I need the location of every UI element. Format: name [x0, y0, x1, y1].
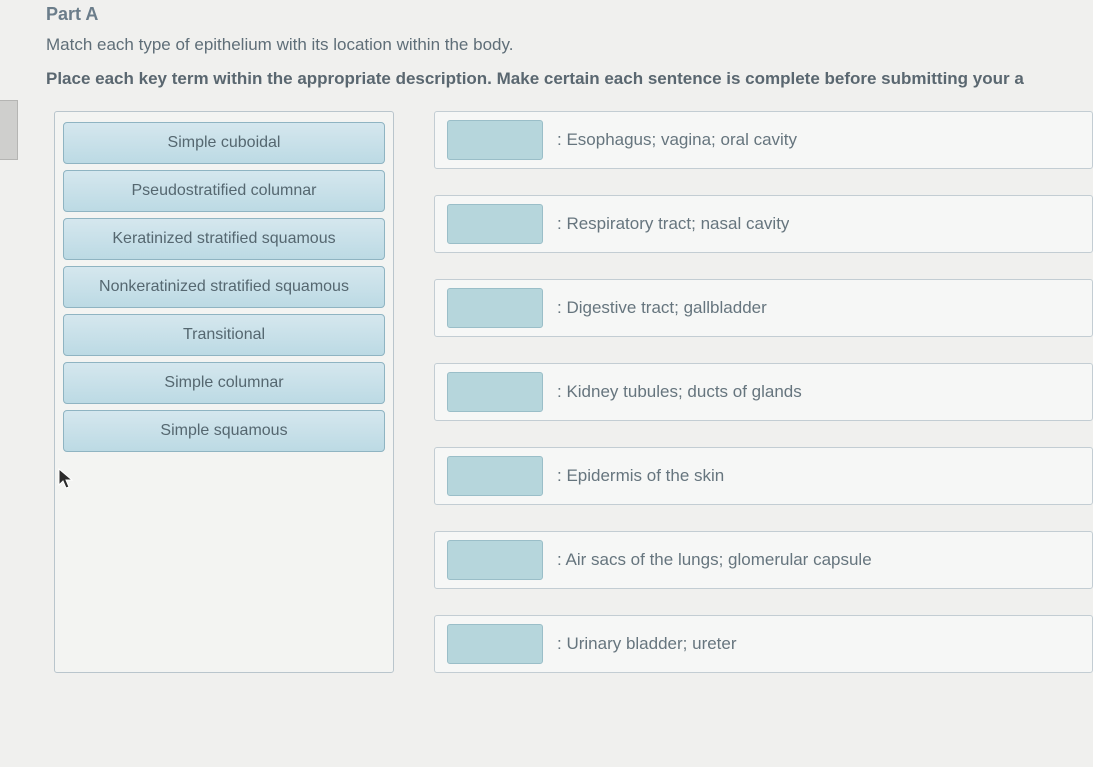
target-row-respiratory: : Respiratory tract; nasal cavity	[434, 195, 1093, 253]
drop-slot[interactable]	[447, 120, 543, 160]
term-simple-cuboidal[interactable]: Simple cuboidal	[63, 122, 385, 164]
exercise-instruction: Place each key term within the appropria…	[24, 69, 1093, 111]
drop-slot[interactable]	[447, 456, 543, 496]
target-text: : Digestive tract; gallbladder	[557, 298, 767, 318]
drop-slot[interactable]	[447, 204, 543, 244]
page-edge-decor	[0, 100, 18, 160]
exercise-page: Part A Match each type of epithelium wit…	[0, 0, 1093, 767]
target-text: : Esophagus; vagina; oral cavity	[557, 130, 797, 150]
exercise-subtitle: Match each type of epithelium with its l…	[24, 35, 1093, 69]
target-text: : Epidermis of the skin	[557, 466, 724, 486]
target-row-airsacs: : Air sacs of the lungs; glomerular caps…	[434, 531, 1093, 589]
part-heading: Part A	[24, 0, 1093, 35]
matching-columns: Simple cuboidal Pseudostratified columna…	[24, 111, 1093, 673]
terms-bank: Simple cuboidal Pseudostratified columna…	[54, 111, 394, 673]
term-transitional[interactable]: Transitional	[63, 314, 385, 356]
target-text: : Kidney tubules; ducts of glands	[557, 382, 802, 402]
target-row-kidney: : Kidney tubules; ducts of glands	[434, 363, 1093, 421]
target-row-esophagus: : Esophagus; vagina; oral cavity	[434, 111, 1093, 169]
target-text: : Respiratory tract; nasal cavity	[557, 214, 789, 234]
term-nonkeratinized-stratified-squamous[interactable]: Nonkeratinized stratified squamous	[63, 266, 385, 308]
target-text: : Urinary bladder; ureter	[557, 634, 737, 654]
drop-slot[interactable]	[447, 288, 543, 328]
term-keratinized-stratified-squamous[interactable]: Keratinized stratified squamous	[63, 218, 385, 260]
drop-slot[interactable]	[447, 372, 543, 412]
term-pseudostratified-columnar[interactable]: Pseudostratified columnar	[63, 170, 385, 212]
drop-targets: : Esophagus; vagina; oral cavity : Respi…	[434, 111, 1093, 673]
target-row-epidermis: : Epidermis of the skin	[434, 447, 1093, 505]
term-simple-columnar[interactable]: Simple columnar	[63, 362, 385, 404]
target-text: : Air sacs of the lungs; glomerular caps…	[557, 550, 872, 570]
drop-slot[interactable]	[447, 540, 543, 580]
drop-slot[interactable]	[447, 624, 543, 664]
term-simple-squamous[interactable]: Simple squamous	[63, 410, 385, 452]
target-row-digestive: : Digestive tract; gallbladder	[434, 279, 1093, 337]
target-row-urinary: : Urinary bladder; ureter	[434, 615, 1093, 673]
